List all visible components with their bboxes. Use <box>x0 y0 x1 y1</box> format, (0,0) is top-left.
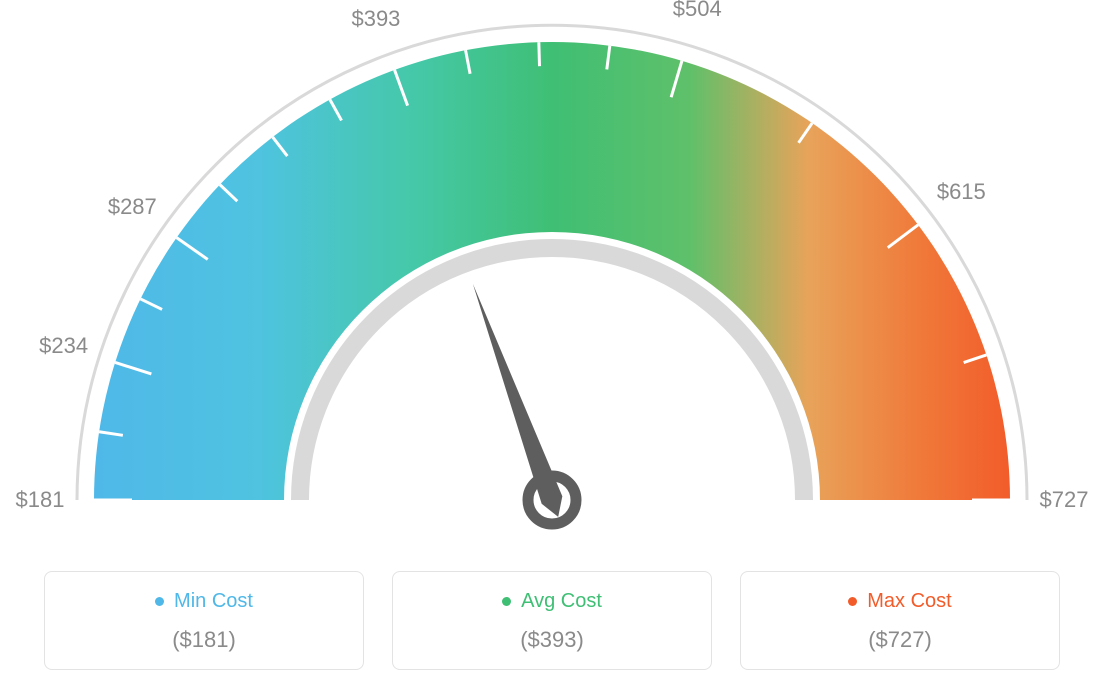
dot-icon <box>155 597 164 606</box>
gauge-chart: $181 $234 $287 $393 $504 $615 $727 <box>0 0 1104 560</box>
gauge-tick-label: $393 <box>351 6 400 32</box>
legend-row: Min Cost ($181) Avg Cost ($393) Max Cost… <box>0 571 1104 670</box>
legend-value-avg: ($393) <box>403 627 701 653</box>
gauge-tick-label: $727 <box>1040 487 1089 513</box>
legend-label: Max Cost <box>867 590 951 613</box>
dot-icon <box>848 597 857 606</box>
legend-value-min: ($181) <box>55 627 353 653</box>
gauge-tick-label: $504 <box>673 0 722 22</box>
legend-card-min: Min Cost ($181) <box>44 571 364 670</box>
gauge-tick-label: $615 <box>937 179 986 205</box>
dot-icon <box>502 597 511 606</box>
gauge-tick-label: $287 <box>108 194 157 220</box>
legend-title-avg: Avg Cost <box>502 590 602 613</box>
legend-label: Min Cost <box>174 590 253 613</box>
legend-value-max: ($727) <box>751 627 1049 653</box>
gauge-tick-label: $234 <box>39 333 88 359</box>
legend-title-min: Min Cost <box>155 590 253 613</box>
legend-card-max: Max Cost ($727) <box>740 571 1060 670</box>
legend-label: Avg Cost <box>521 590 602 613</box>
gauge-svg <box>0 0 1104 560</box>
legend-card-avg: Avg Cost ($393) <box>392 571 712 670</box>
legend-title-max: Max Cost <box>848 590 951 613</box>
gauge-tick-label: $181 <box>16 487 65 513</box>
